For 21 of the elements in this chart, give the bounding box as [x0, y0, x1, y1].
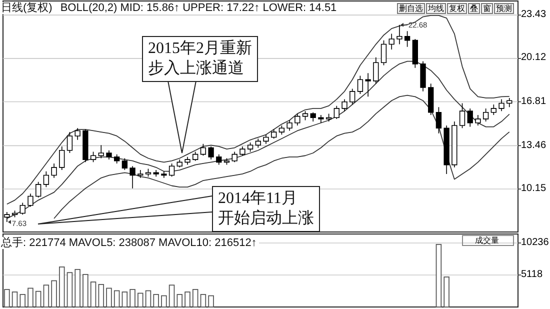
y-tick-label: 10236 [521, 236, 549, 249]
control-dropdown: 成交量 [462, 235, 514, 246]
annotation: 窗 [481, 3, 493, 14]
annotation: 复权 [447, 3, 467, 14]
annotation: 2014年11月 [218, 190, 298, 207]
annotation: 预测 [494, 3, 514, 14]
annotation: 删自选 [397, 3, 425, 14]
annotation: 2015年2月重新 [148, 40, 252, 57]
chart-title: 日线(复权) [1, 2, 52, 14]
chart-subtitle: BOLL(20,2) MID: 15.86↑ UPPER: 17.22↑ LOWER: 14.51 [60, 2, 337, 14]
annotation: 均线 [426, 3, 446, 14]
y-tick-label: 16.81 [521, 96, 546, 108]
y-tick-label: 23.43 [521, 9, 546, 22]
chart-title: 总手: 221774 MAVOL5: 238087 MAVOL10: 216512↑ [1, 237, 257, 249]
annotation: 开始启动上涨 [218, 210, 314, 227]
annotation: 叠 [468, 3, 480, 14]
y-tick-label: 20.12 [521, 52, 546, 64]
y-tick-label: 10.15 [521, 183, 546, 196]
annotation: 步入上涨通道 [148, 60, 244, 77]
y-tick-label: 5118 [521, 268, 543, 281]
y-tick-label: 13.46 [521, 140, 546, 152]
